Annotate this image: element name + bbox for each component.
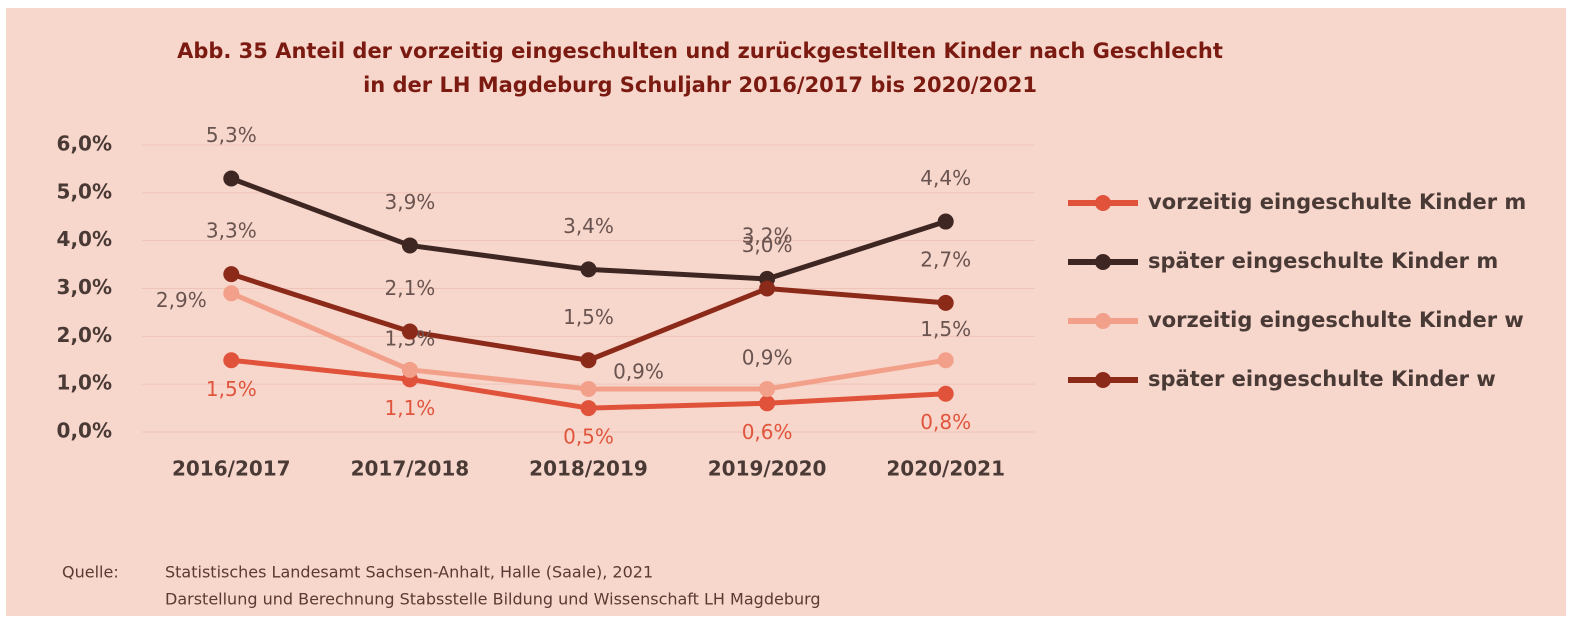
y-tick-label: 5,0% [57,179,112,203]
data-label: 1,5% [563,305,614,329]
legend-label: vorzeitig eingeschulte Kinder m [1148,190,1526,214]
data-label: 1,5% [206,377,257,401]
marker [937,352,954,369]
legend-label: später eingeschulte Kinder w [1148,367,1496,391]
background [6,8,1566,616]
marker [401,237,418,254]
legend-label: später eingeschulte Kinder m [1148,249,1498,273]
marker [580,261,597,278]
source-label: Quelle: [62,563,119,582]
x-tick-label: 2018/2019 [529,457,648,481]
data-label: 3,2% [742,223,793,247]
legend-marker [1095,313,1111,329]
source-line: Statistisches Landesamt Sachsen-Anhalt, … [165,563,653,582]
legend-label: vorzeitig eingeschulte Kinder w [1148,308,1524,332]
data-label: 0,5% [563,425,614,449]
data-label: 0,6% [742,420,793,444]
x-tick-label: 2017/2018 [351,457,470,481]
legend-marker [1095,195,1111,211]
marker [223,352,240,369]
y-tick-label: 3,0% [57,275,112,299]
data-label: 0,9% [742,345,793,369]
data-label: 2,1% [384,276,435,300]
data-label: 2,9% [156,288,207,312]
marker [759,280,776,297]
marker [223,170,240,187]
data-label: 3,9% [384,190,435,214]
legend-marker [1095,254,1111,270]
chart-title: Abb. 35 Anteil der vorzeitig eingeschult… [177,39,1223,63]
marker [580,380,597,397]
marker [223,285,240,302]
marker [937,385,954,402]
data-label: 1,1% [384,396,435,420]
data-label: 0,8% [920,410,971,434]
marker [937,213,954,230]
y-tick-label: 1,0% [57,371,112,395]
data-label: 3,3% [206,219,257,243]
marker [759,395,776,412]
source-line: Darstellung und Berechnung Stabsstelle B… [165,590,821,609]
x-tick-label: 2019/2020 [708,457,827,481]
y-tick-label: 4,0% [57,227,112,251]
x-tick-label: 2016/2017 [172,457,291,481]
marker [580,400,597,417]
data-label: 4,4% [920,166,971,190]
y-tick-label: 6,0% [57,132,112,156]
data-label: 5,3% [206,123,257,147]
y-tick-label: 2,0% [57,323,112,347]
marker [759,380,776,397]
data-label: 2,7% [920,247,971,271]
data-label: 1,5% [920,317,971,341]
data-label: 3,0% [742,233,793,257]
y-tick-label: 0,0% [57,419,112,443]
marker [223,266,240,283]
legend-marker [1095,372,1111,388]
data-label: 3,4% [563,214,614,238]
marker [401,323,418,340]
data-label: 0,9% [613,359,664,383]
marker [580,352,597,369]
x-tick-label: 2020/2021 [886,457,1005,481]
marker [401,361,418,378]
marker [937,294,954,311]
chart-subtitle: in der LH Magdeburg Schuljahr 2016/2017 … [363,73,1037,97]
